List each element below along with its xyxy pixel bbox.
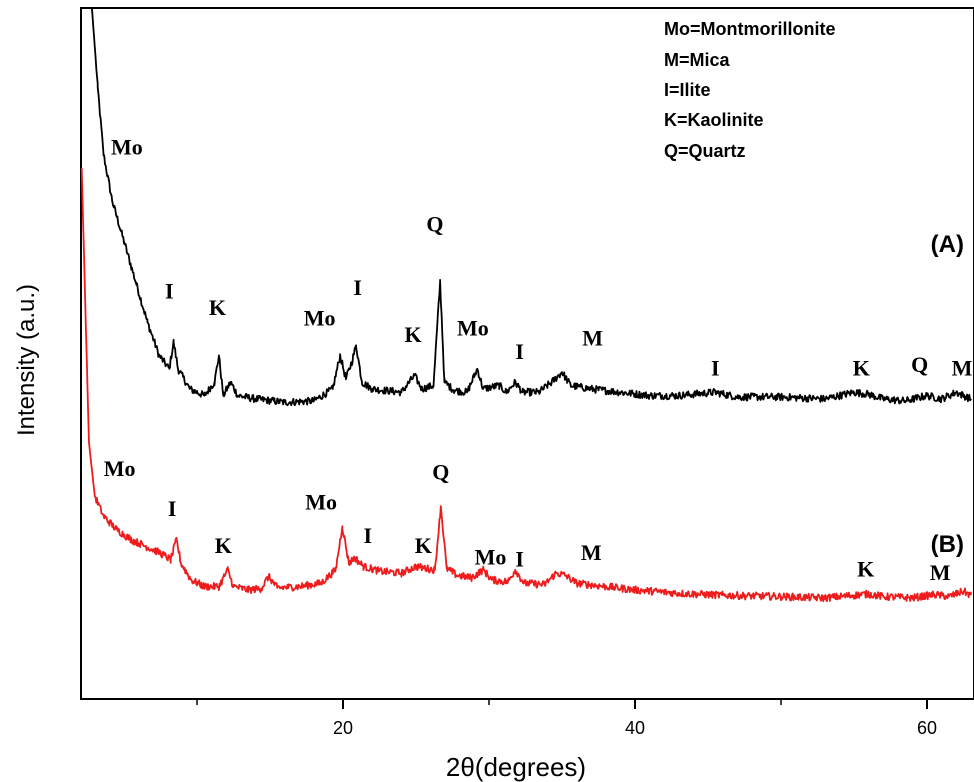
peak-label-i: I xyxy=(515,546,524,571)
peak-label-mo: Mo xyxy=(104,456,136,481)
peak-label-i: I xyxy=(364,523,373,548)
peak-label-i: I xyxy=(165,278,174,303)
y-axis-label: Intensity (a.u.) xyxy=(13,284,40,436)
legend-entry-ilite: I=Ilite xyxy=(664,80,711,100)
peak-label-i: I xyxy=(711,356,720,381)
peak-label-m: M xyxy=(952,356,973,381)
legend-entry-montmorillonite: Mo=Montmorillonite xyxy=(664,19,835,39)
peak-label-m: M xyxy=(930,560,951,585)
series-layer xyxy=(80,7,972,603)
legend: Mo=Montmorillonite M=Mica I=Ilite K=Kaol… xyxy=(664,19,835,161)
peak-label-k: K xyxy=(405,322,422,347)
x-tick-label: 20 xyxy=(333,718,353,738)
peak-label-k: K xyxy=(209,295,226,320)
series-line-a xyxy=(91,7,972,407)
peak-label-mo: Mo xyxy=(475,544,507,569)
legend-entry-quartz: Q=Quartz xyxy=(664,141,746,161)
peak-label-m: M xyxy=(581,540,602,565)
peak-label-k: K xyxy=(415,533,432,558)
peak-label-i: I xyxy=(515,339,524,364)
panel-label-b: (B) xyxy=(931,531,964,558)
peak-label-mo: Mo xyxy=(305,490,337,515)
legend-entry-kaolinite: K=Kaolinite xyxy=(664,110,764,130)
peak-label-m: M xyxy=(582,325,603,350)
x-axis-label: 2θ(degrees) xyxy=(446,752,586,782)
x-tick-label: 40 xyxy=(625,718,645,738)
peak-label-i: I xyxy=(353,275,362,300)
peak-label-q: Q xyxy=(432,459,449,484)
series-line-b xyxy=(80,167,972,603)
peak-label-k: K xyxy=(853,356,870,381)
peak-label-mo: Mo xyxy=(304,305,336,330)
peak-label-mo: Mo xyxy=(457,315,489,340)
x-ticks: 20 40 60 xyxy=(196,699,937,738)
peak-label-q: Q xyxy=(911,352,928,377)
legend-entry-mica: M=Mica xyxy=(664,50,731,70)
peak-label-k: K xyxy=(857,557,874,582)
peak-label-q: Q xyxy=(426,211,443,236)
peak-label-i: I xyxy=(168,496,177,521)
peak-label-k: K xyxy=(215,533,232,558)
peak-label-mo: Mo xyxy=(111,134,143,159)
x-tick-label: 60 xyxy=(917,718,937,738)
plot-frame xyxy=(80,7,974,700)
panel-label-a: (A) xyxy=(931,231,964,258)
